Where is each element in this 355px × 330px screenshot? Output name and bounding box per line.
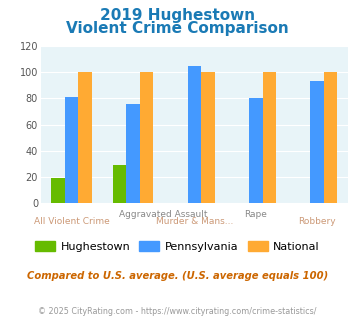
Bar [187, 66, 201, 203]
Text: Robbery: Robbery [299, 217, 336, 226]
Bar [113, 165, 126, 203]
Bar [201, 72, 215, 203]
Text: Violent Crime Comparison: Violent Crime Comparison [66, 21, 289, 36]
Text: Aggravated Assault: Aggravated Assault [119, 210, 208, 219]
Bar [65, 97, 78, 203]
Legend: Hughestown, Pennsylvania, National: Hughestown, Pennsylvania, National [31, 237, 324, 256]
Bar [78, 72, 92, 203]
Bar [140, 72, 153, 203]
Text: Compared to U.S. average. (U.S. average equals 100): Compared to U.S. average. (U.S. average … [27, 271, 328, 281]
Bar [263, 72, 276, 203]
Text: 2019 Hughestown: 2019 Hughestown [100, 8, 255, 23]
Text: Rape: Rape [244, 210, 267, 219]
Text: © 2025 CityRating.com - https://www.cityrating.com/crime-statistics/: © 2025 CityRating.com - https://www.city… [38, 307, 317, 315]
Bar [51, 178, 65, 203]
Text: All Violent Crime: All Violent Crime [34, 217, 109, 226]
Bar [324, 72, 338, 203]
Bar [249, 98, 263, 203]
Bar [310, 82, 324, 203]
Bar [126, 104, 140, 203]
Text: Murder & Mans...: Murder & Mans... [156, 217, 233, 226]
